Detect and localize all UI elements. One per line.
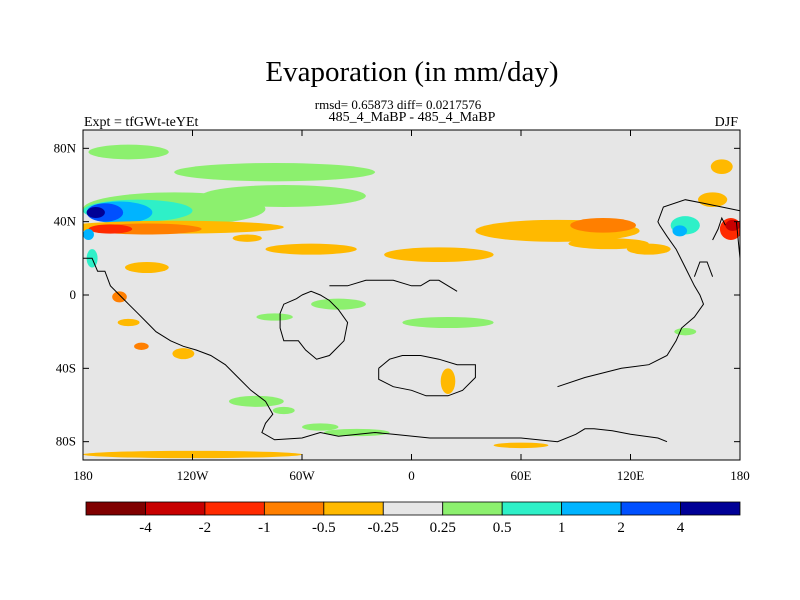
colorbar-label: -0.25: [368, 520, 399, 536]
anomaly-patch-37: [302, 423, 339, 431]
coastline-2: [329, 279, 458, 292]
anomaly-patch-38: [323, 428, 390, 437]
colorbar-box-6: [442, 501, 503, 516]
subtitle-left: Expt = tfGWt-teYEt: [84, 115, 199, 130]
coastline-5: [693, 261, 714, 277]
colorbar: -4 -2 -1 -0.5 -0.25 0.25 0.5 1 2 4: [85, 501, 741, 536]
colorbar-box-7: [501, 501, 563, 516]
anomaly-patch-13: [124, 262, 169, 273]
anomaly-patch-16: [570, 218, 636, 233]
colorbar-box-8: [561, 501, 622, 516]
colorbar-label: -0.5: [312, 520, 336, 536]
anomaly-patch-17: [568, 238, 649, 250]
colorbar-box-4: [323, 501, 384, 516]
coastline-4: [557, 199, 740, 388]
anomaly-field: [83, 144, 740, 459]
chart-title: Evaporation (in mm/day): [265, 56, 558, 88]
anomaly-patch-35: [229, 395, 284, 407]
colorbar-label: 0.25: [430, 520, 456, 536]
map-background: [83, 130, 740, 460]
x-tick-label: 60E: [511, 468, 532, 483]
colorbar-label: 2: [617, 520, 625, 536]
subtitle-center: 485_4_MaBP - 485_4_MaBP: [329, 110, 496, 125]
anomaly-patch-11: [232, 234, 262, 242]
anomaly-patch-18: [626, 243, 671, 255]
colorbar-box-0: [85, 501, 146, 516]
colorbar-box-10: [680, 501, 741, 516]
x-tick-label: 180: [730, 468, 750, 483]
coastlines: [83, 199, 740, 443]
anomaly-patch-1: [174, 163, 375, 182]
coastline-0: [83, 257, 668, 443]
colorbar-label: -2: [199, 520, 212, 536]
anomaly-patch-30: [172, 348, 195, 360]
anomaly-patch-0: [88, 144, 169, 160]
anomaly-patch-25: [83, 229, 94, 240]
coastline-7: [735, 221, 740, 259]
stats-line: rmsd= 0.65873 diff= 0.0217576: [315, 97, 482, 112]
colorbar-label: -4: [139, 520, 152, 536]
x-tick-label: 180: [73, 468, 93, 483]
coastline-3: [378, 355, 476, 397]
anomaly-patch-29: [134, 342, 149, 351]
x-tick-label: 60W: [289, 468, 315, 483]
coastline-6: [712, 216, 726, 241]
colorbar-label: 4: [677, 520, 685, 536]
colorbar-box-1: [145, 501, 206, 516]
anomaly-patch-36: [272, 406, 295, 415]
y-tick-label: 0: [70, 287, 77, 302]
y-tick-label: 40N: [54, 214, 77, 229]
axes: 180 120W 60W 0 60E 120E 180 80N 40N 0 40S 80S: [54, 130, 750, 483]
x-tick-label: 120W: [177, 468, 210, 483]
x-tick-label: 120E: [617, 468, 645, 483]
anomaly-patch-32: [311, 298, 366, 310]
anomaly-patch-33: [402, 317, 494, 328]
colorbar-label: -1: [258, 520, 271, 536]
map-plot-area: [83, 130, 740, 460]
colorbar-box-5: [382, 501, 444, 516]
anomaly-patch-7: [86, 207, 105, 218]
anomaly-patch-14: [384, 247, 494, 262]
coastline-1: [279, 290, 349, 360]
anomaly-patch-10: [88, 224, 133, 234]
y-tick-label: 80S: [56, 434, 76, 449]
subtitle-right: DJF: [715, 115, 739, 130]
colorbar-label: 1: [558, 520, 566, 536]
colorbar-box-2: [204, 501, 265, 516]
y-tick-label: 40S: [56, 360, 76, 375]
anomaly-patch-31: [256, 313, 293, 321]
anomaly-patch-34: [440, 368, 456, 394]
anomaly-patch-28: [117, 318, 140, 327]
colorbar-label: 0.5: [493, 520, 512, 536]
anomaly-patch-22: [672, 225, 688, 237]
anomaly-patch-27: [112, 291, 127, 303]
anomaly-patch-40: [493, 442, 549, 449]
colorbar-box-9: [620, 501, 681, 516]
anomaly-patch-41: [674, 328, 697, 336]
x-tick-label: 0: [408, 468, 415, 483]
y-tick-label: 80N: [54, 140, 77, 155]
colorbar-box-3: [263, 501, 325, 516]
anomaly-patch-19: [710, 159, 733, 175]
anomaly-patch-12: [265, 243, 357, 255]
